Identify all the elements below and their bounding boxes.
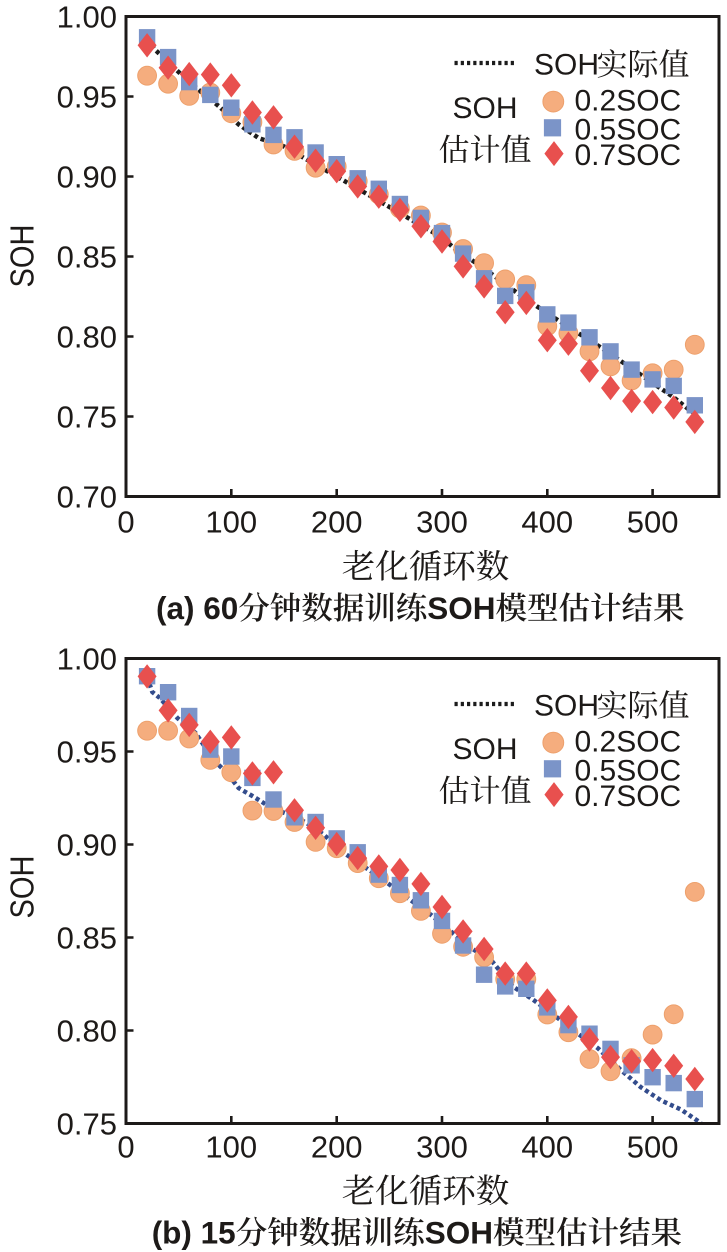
svg-text:0.70: 0.70 — [57, 480, 117, 515]
svg-text:SOH: SOH — [427, 590, 495, 626]
svg-text:SOH: SOH — [534, 49, 599, 82]
svg-text:0.90: 0.90 — [57, 160, 117, 195]
svg-text:0.7SOC: 0.7SOC — [575, 780, 682, 813]
svg-text:100: 100 — [205, 505, 257, 540]
svg-text:1.00: 1.00 — [57, 642, 117, 677]
svg-text:0.85: 0.85 — [57, 921, 117, 956]
svg-text:500: 500 — [627, 505, 679, 540]
svg-text:(b) 15: (b) 15 — [152, 1215, 236, 1251]
svg-text:SOH: SOH — [4, 856, 41, 919]
svg-text:SOH: SOH — [452, 733, 517, 766]
svg-text:0.75: 0.75 — [57, 1107, 117, 1142]
svg-text:500: 500 — [627, 1130, 679, 1165]
svg-text:0.2SOC: 0.2SOC — [575, 85, 682, 118]
svg-text:0.80: 0.80 — [57, 320, 117, 355]
svg-text:0: 0 — [117, 1130, 134, 1165]
svg-text:1.00: 1.00 — [57, 0, 117, 35]
svg-text:400: 400 — [521, 1130, 573, 1165]
svg-text:0.75: 0.75 — [57, 400, 117, 435]
svg-text:0.85: 0.85 — [57, 240, 117, 275]
svg-text:SOH: SOH — [4, 225, 41, 288]
svg-text:100: 100 — [205, 1130, 257, 1165]
svg-text:0.5SOC: 0.5SOC — [575, 754, 682, 787]
svg-text:0.7SOC: 0.7SOC — [575, 139, 682, 172]
svg-text:200: 200 — [311, 505, 363, 540]
svg-text:0.90: 0.90 — [57, 828, 117, 863]
svg-text:SOH: SOH — [452, 92, 517, 125]
svg-text:0.2SOC: 0.2SOC — [575, 726, 682, 759]
svg-text:300: 300 — [416, 1130, 468, 1165]
svg-text:0.80: 0.80 — [57, 1014, 117, 1049]
svg-text:0.95: 0.95 — [57, 80, 117, 115]
svg-text:0: 0 — [117, 505, 134, 540]
svg-text:(a) 60: (a) 60 — [156, 590, 238, 626]
svg-text:SOH: SOH — [425, 1215, 493, 1251]
svg-text:0.5SOC: 0.5SOC — [575, 113, 682, 146]
svg-text:SOH: SOH — [534, 690, 599, 723]
svg-text:200: 200 — [311, 1130, 363, 1165]
svg-text:300: 300 — [416, 505, 468, 540]
svg-text:0.95: 0.95 — [57, 735, 117, 770]
svg-text:400: 400 — [521, 505, 573, 540]
